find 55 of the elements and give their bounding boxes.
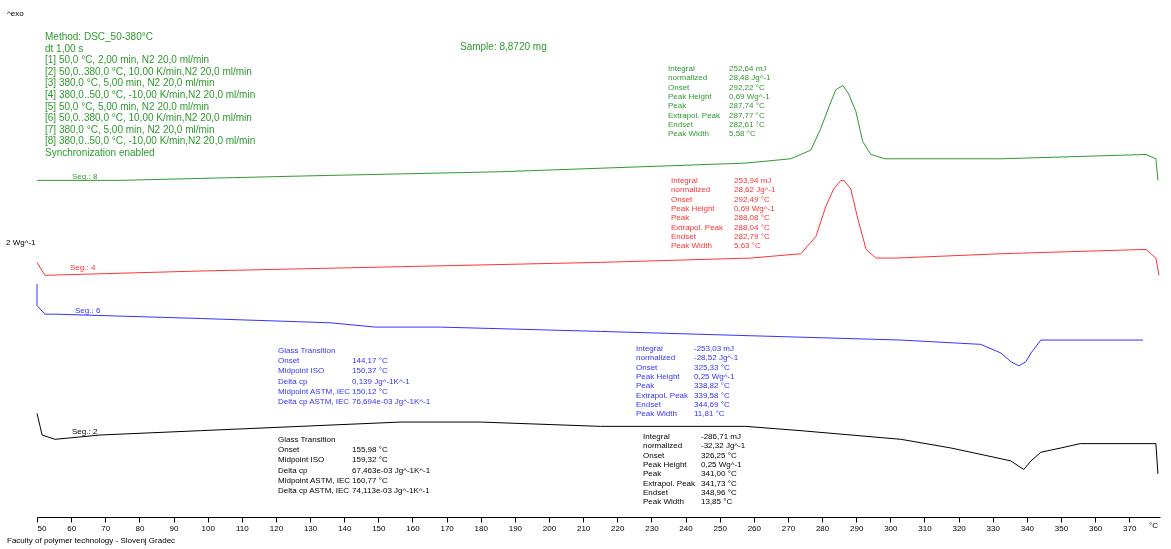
x-tick-label: 60 bbox=[67, 523, 77, 533]
x-tick-label: 270 bbox=[781, 523, 796, 533]
x-tick-label: 180 bbox=[474, 523, 489, 533]
text: Method: DSC_50-380°C dt 1,00 s [1] 50,0 °C, 2,00 min, N2 20,0 ml/min [2] 50,0..380,0 °C, 10,00 K/min,N2 20,0 ml/min [3] 380,0 °C, 5,00 min, N2 20,0 ml/min [4] 380,0..50,0 °C, -10,00 K/min,N2 20,0 ml/min [5] 50,0 °C, 5,00 min, N2 20,0 ml/min [6] 50,0..380,0 °C, 10,00 K/min,N2 20,0 ml/min [7] 380,0 °C, 5,00 min, N2 20,0 ml/min [8] 380,0..50,0 °C, -10,00 K/min,N2 20,0 ml/min Synchronization enabled bbox=[45, 31, 256, 158]
x-tick-label: 250 bbox=[713, 523, 728, 533]
x-tick-label: 140 bbox=[338, 523, 352, 533]
series-label: Seg.: 2 bbox=[72, 427, 98, 436]
x-tick-label: 50 bbox=[37, 523, 47, 533]
annotation: Glass Transition Onset Midpoint ISO Delta cp Midpoint ASTM, IEC Delta cp ASTM, IEC bbox=[278, 435, 351, 495]
x-tick-label: 230 bbox=[645, 523, 660, 533]
x-tick-label: 340 bbox=[1020, 523, 1035, 533]
annotation: Integral normalized Onset Peak Height Peak Extrapol. Peak Endset Peak Width bbox=[636, 344, 690, 419]
x-tick-label: 200 bbox=[542, 523, 557, 533]
x-tick-label: 310 bbox=[918, 523, 933, 533]
x-tick-label: 300 bbox=[884, 523, 899, 533]
x-tick-label: 210 bbox=[576, 523, 591, 533]
x-tick-label: 150 bbox=[372, 523, 387, 533]
x-tick-label: 100 bbox=[201, 523, 216, 533]
annotation: 155,98 °C 159,32 °C 67,463e-03 Jg^-1K^-1 160,77 °C 74,113e-03 Jg^-1K^-1 bbox=[352, 445, 431, 495]
annotation: -286,71 mJ -32,32 Jg^-1 326,25 °C 0,25 Wg^-1 341,00 °C 341,73 °C 348,96 °C 13,85 °C bbox=[701, 432, 746, 507]
x-tick-label: 290 bbox=[850, 523, 864, 533]
text: Faculty of polymer technology - Slovenj Gradec bbox=[7, 536, 176, 545]
x-tick-label: 350 bbox=[1054, 523, 1069, 533]
annotation: Glass Transition Onset Midpoint ISO Delta cp Midpoint ASTM, IEC Delta cp ASTM, IEC bbox=[278, 346, 351, 406]
annotation: Integral normalized Onset Peak Height Peak Extrapol. Peak Endset Peak Width bbox=[643, 432, 697, 507]
y-axis-title: 2 Wg^-1 bbox=[5, 237, 37, 247]
x-tick-label: 160 bbox=[406, 523, 421, 533]
x-tick-label: 80 bbox=[135, 523, 145, 533]
x-tick-label: 240 bbox=[679, 523, 694, 533]
x-tick-label: 120 bbox=[269, 523, 284, 533]
text: Sample: 8,8720 mg bbox=[460, 41, 547, 52]
x-axis-title: °C bbox=[1149, 520, 1159, 530]
annotation: Integral normalized Onset Peak Height Peak Extrapol. Peak Endset Peak Width bbox=[668, 64, 722, 139]
x-tick-label: 70 bbox=[101, 523, 111, 533]
annotation: 252,64 mJ 28,48 Jg^-1 292,22 °C 0,69 Wg^-1 287,74 °C 287,77 °C 282,61 °C 5,58 °C bbox=[729, 64, 772, 139]
x-tick-label: 190 bbox=[508, 523, 523, 533]
x-tick-label: 130 bbox=[303, 523, 318, 533]
x-tick-label: 330 bbox=[986, 523, 1001, 533]
annotation: Integral normalized Onset Peak Height Peak Extrapol. Peak Endset Peak Width bbox=[671, 176, 725, 251]
x-tick-label: 110 bbox=[235, 523, 250, 533]
x-tick-label: 370 bbox=[1123, 523, 1137, 533]
annotation: -253,03 mJ -28,52 Jg^-1 325,33 °C 0,25 Wg^-1 338,82 °C 339,58 °C 344,69 °C 11,81 °C bbox=[694, 344, 739, 419]
annotation: 253,94 mJ 28,62 Jg^-1 292,49 °C 0,69 Wg^-1 288,08 °C 288,04 °C 282,79 °C 5,63 °C bbox=[734, 176, 777, 251]
series-label: Seg.: 6 bbox=[75, 306, 101, 315]
x-tick-label: 360 bbox=[1088, 523, 1103, 533]
x-tick-label: 260 bbox=[747, 523, 762, 533]
text: ^exo bbox=[7, 9, 25, 18]
x-tick-label: 280 bbox=[815, 523, 830, 533]
x-tick-label: 90 bbox=[169, 523, 180, 533]
x-tick-label: 170 bbox=[440, 523, 455, 533]
annotation: 144,17 °C 150,37 °C 0,139 Jg^-1K^-1 150,12 °C 76,694e-03 Jg^-1K^-1 bbox=[352, 356, 431, 406]
x-tick-label: 220 bbox=[611, 523, 625, 533]
series-label: Seg.: 4 bbox=[70, 263, 96, 272]
series-label: Seg.: 8 bbox=[72, 172, 98, 181]
x-tick-label: 320 bbox=[952, 523, 967, 533]
